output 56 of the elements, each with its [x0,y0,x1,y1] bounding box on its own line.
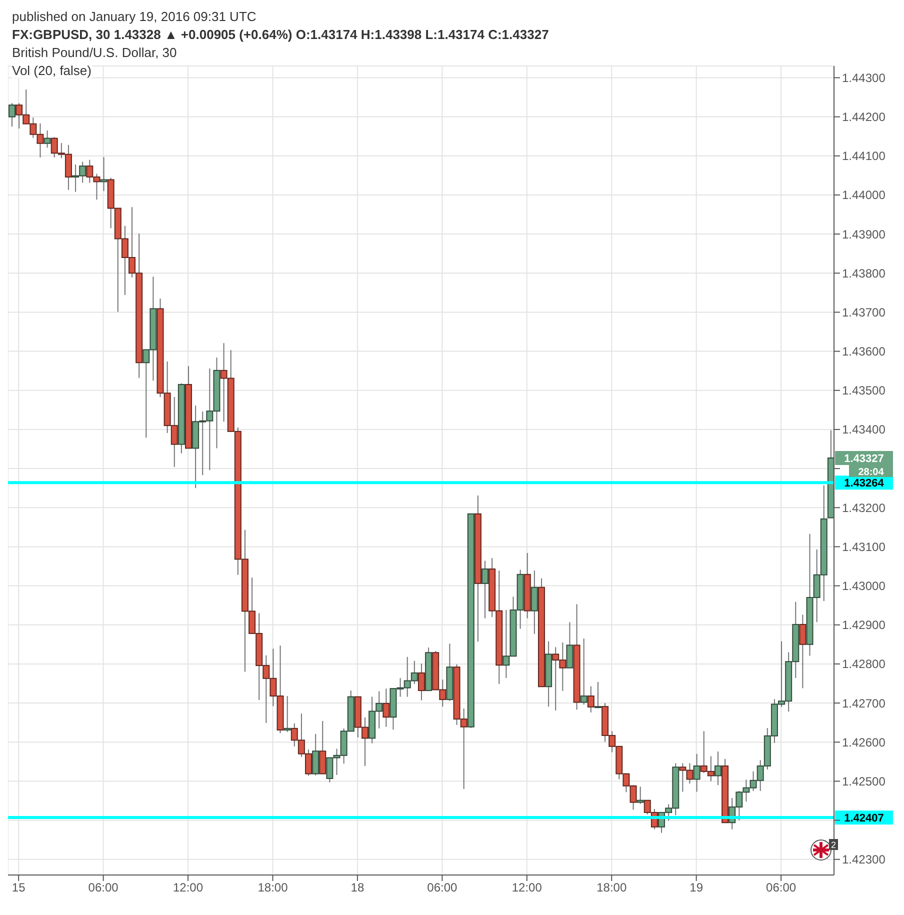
x-tick-label: 12:00 [512,880,542,895]
annotation: 2 [830,840,836,850]
y-tick-label: 1.43000 [842,579,886,594]
candlestick [566,622,574,668]
candlestick [312,733,320,776]
y-tick-label: 1.43600 [842,344,886,359]
x-tick-label: 06:00 [427,880,458,895]
y-tick-label: 1.43200 [842,500,886,515]
y-tick-label: 1.43100 [842,540,886,554]
ref-line-label: 1.42407 [844,812,884,825]
y-tick-label: 1.43400 [842,422,886,437]
x-tick-label: 18 [350,880,364,895]
candlestick [100,156,108,192]
annotation: Vol (20, false) [12,63,92,78]
candlestick [580,638,588,706]
x-tick-label: 12:00 [173,880,204,895]
candlestick [319,720,326,774]
y-tick-label: 1.43800 [842,266,886,280]
candlestick [693,753,700,792]
candlestick [418,663,425,701]
y-tick-label: 1.43700 [842,305,886,320]
text: published on January 19, 2016 09:31 UTC [12,9,256,24]
text: 1.43327 [844,452,884,465]
x-tick-label: 18:00 [596,880,627,895]
ref-line-label: 1.43264 [844,478,885,490]
y-tick-label: 1.42500 [842,774,886,788]
x-tick-label: 06:00 [766,880,796,895]
y-tick-label: 1.44200 [842,110,886,124]
y-tick-label: 1.43500 [842,384,886,398]
y-tick-label: 1.44100 [842,149,886,164]
y-tick-label: 1.43900 [842,227,886,242]
y-tick-label: 1.42800 [842,657,886,672]
y-tick-label: 1.42300 [842,852,886,867]
candlestick [44,130,51,148]
x-tick-label: 18:00 [258,880,288,895]
candlestick [482,560,489,619]
y-tick-label: 1.44000 [842,188,886,202]
x-tick-label: 15 [12,880,26,895]
y-tick-label: 1.42600 [842,735,886,750]
chart-title: FX:GBPUSD, 30 1.43328 ▲ +0.00905 (+0.64%) O:1.43174 H:1.43398 L:1.43174 C:1.43327 [12,27,549,42]
x-tick-label: 19 [690,880,704,895]
candlestick [594,681,602,709]
candlestick [530,570,538,634]
y-tick-label: 1.44300 [842,70,886,85]
candlestick [799,614,806,689]
candlestick [714,751,722,786]
chart-subtitle: British Pound/U.S. Dollar, 30 [12,45,177,60]
y-tick-label: 1.42700 [842,696,886,710]
x-tick-label: 06:00 [88,880,119,895]
candlestick [587,686,594,713]
candlestick [382,688,390,728]
candlestick [284,696,291,732]
candlestick [8,102,16,128]
candlestick [636,786,644,804]
y-tick-label: 1.42900 [842,618,886,632]
text: 28:04 [858,466,884,478]
